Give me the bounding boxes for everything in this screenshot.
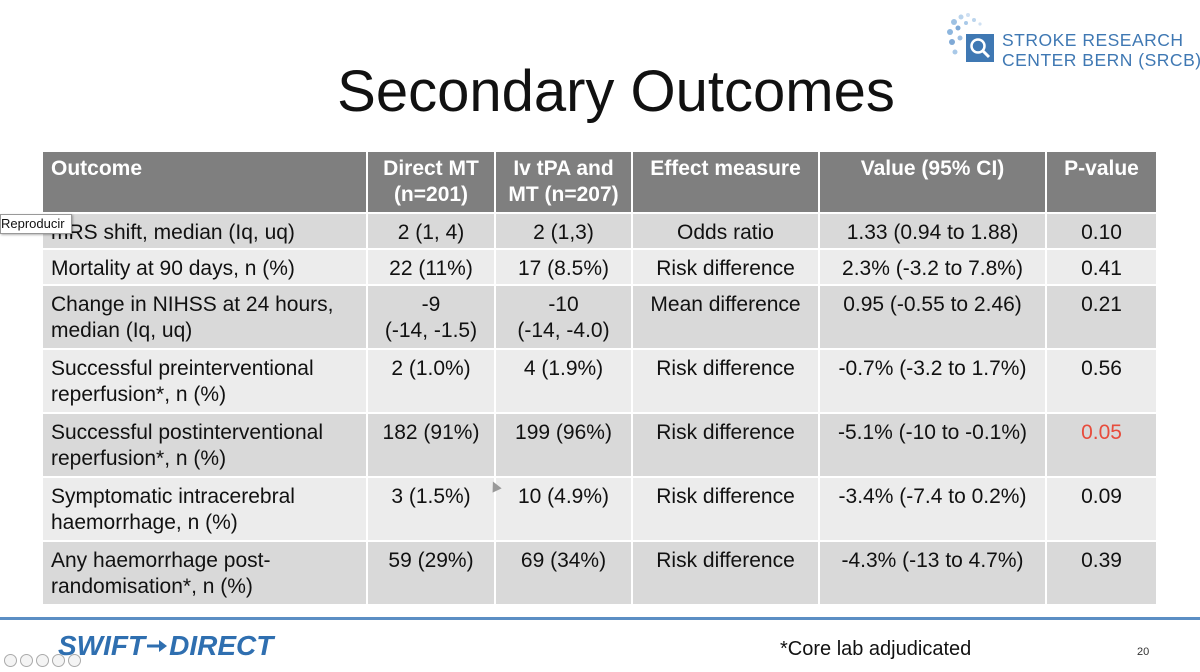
cell-effect-measure: Risk difference <box>631 412 820 478</box>
cell-outcome: mRS shift, median (Iq, uq) <box>41 212 368 250</box>
cell-p-value: 0.10 <box>1045 212 1158 250</box>
cell-outcome: Successful preinterventional reperfusion*… <box>41 348 368 414</box>
cell-direct-mt: 2 (1, 4) <box>366 212 496 250</box>
table-row: Any haemorrhage post-randomisation*, n (… <box>41 540 1158 606</box>
header-outcome: Outcome <box>41 150 368 214</box>
cell-outcome: Any haemorrhage post-randomisation*, n (… <box>41 540 368 606</box>
logo-word-direct: DIRECT <box>169 630 274 661</box>
header-effect-measure: Effect measure <box>631 150 820 214</box>
cell-iv-tpa-mt: 4 (1.9%) <box>494 348 633 414</box>
cell-iv-tpa-mt: -10 (-14, -4.0) <box>494 284 633 350</box>
cell-value-ci: 0.95 (-0.55 to 2.46) <box>818 284 1047 350</box>
prev-slide-button[interactable] <box>4 654 17 667</box>
cell-iv-tpa-mt: 2 (1,3) <box>494 212 633 250</box>
cell-iv-tpa-mt: 69 (34%) <box>494 540 633 606</box>
cell-direct-mt: 3 (1.5%) <box>366 476 496 542</box>
cell-effect-measure: Mean difference <box>631 284 820 350</box>
footer-divider <box>0 617 1200 620</box>
play-tooltip: Reproducir <box>0 214 72 234</box>
cell-p-value-significant: 0.05 <box>1045 412 1158 478</box>
table-row: Symptomatic intracerebral haemorrhage, n … <box>41 476 1158 542</box>
more-options-button[interactable] <box>68 654 81 667</box>
cell-value-ci: -0.7% (-3.2 to 1.7%) <box>818 348 1047 414</box>
table-row: Change in NIHSS at 24 hours, median (Iq, … <box>41 284 1158 350</box>
cell-value-ci: -4.3% (-13 to 4.7%) <box>818 540 1047 606</box>
cell-direct-mt: 22 (11%) <box>366 248 496 286</box>
table-header-row: Outcome Direct MT (n=201) Iv tPA and MT (n… <box>41 150 1158 214</box>
viewer-controls <box>4 654 81 667</box>
cell-outcome: Symptomatic intracerebral haemorrhage, n … <box>41 476 368 542</box>
table-row: mRS shift, median (Iq, uq) 2 (1, 4) 2 (1… <box>41 212 1158 250</box>
cell-p-value: 0.21 <box>1045 284 1158 350</box>
header-value-ci: Value (95% CI) <box>818 150 1047 214</box>
page-number: 20 <box>1137 646 1150 658</box>
cell-p-value: 0.09 <box>1045 476 1158 542</box>
cell-p-value: 0.41 <box>1045 248 1158 286</box>
cell-effect-measure: Risk difference <box>631 476 820 542</box>
logo-line-1: STROKE RESEARCH <box>1002 30 1184 50</box>
cell-iv-tpa-mt: 199 (96%) <box>494 412 633 478</box>
cell-effect-measure: Risk difference <box>631 540 820 606</box>
cell-effect-measure: Odds ratio <box>631 212 820 250</box>
arrow-right-icon <box>147 640 168 652</box>
cell-direct-mt: 182 (91%) <box>366 412 496 478</box>
secondary-outcomes-table: Outcome Direct MT (n=201) Iv tPA and MT (n… <box>41 150 1158 606</box>
table-row: Successful preinterventional reperfusion*… <box>41 348 1158 414</box>
cell-direct-mt: -9 (-14, -1.5) <box>366 284 496 350</box>
logo-text: STROKE RESEARCH CENTER BERN (SRCB) <box>1002 30 1200 70</box>
table-row: Successful postinterventional reperfusion… <box>41 412 1158 478</box>
srcb-logo: STROKE RESEARCH CENTER BERN (SRCB) <box>946 12 1200 72</box>
footnote: *Core lab adjudicated <box>780 638 972 660</box>
table-row: Mortality at 90 days, n (%) 22 (11%) 17 … <box>41 248 1158 286</box>
logo-line-2: CENTER BERN (SRCB) <box>1002 50 1200 70</box>
header-direct-mt: Direct MT (n=201) <box>366 150 496 214</box>
cell-iv-tpa-mt: 10 (4.9%) <box>494 476 633 542</box>
pen-tool-button[interactable] <box>36 654 49 667</box>
header-p-value: P-value <box>1045 150 1158 214</box>
cell-direct-mt: 2 (1.0%) <box>366 348 496 414</box>
next-slide-button[interactable] <box>20 654 33 667</box>
cell-effect-measure: Risk difference <box>631 348 820 414</box>
cell-outcome: Successful postinterventional reperfusion… <box>41 412 368 478</box>
cell-outcome: Mortality at 90 days, n (%) <box>41 248 368 286</box>
cell-value-ci: 2.3% (-3.2 to 7.8%) <box>818 248 1047 286</box>
cell-value-ci: -5.1% (-10 to -0.1%) <box>818 412 1047 478</box>
swift-direct-logo: SWIFT DIRECT <box>58 630 273 662</box>
cell-p-value: 0.39 <box>1045 540 1158 606</box>
zoom-button[interactable] <box>52 654 65 667</box>
cell-direct-mt: 59 (29%) <box>366 540 496 606</box>
magnifier-dots-icon <box>947 13 994 62</box>
cell-effect-measure: Risk difference <box>631 248 820 286</box>
header-iv-tpa-mt: Iv tPA and MT (n=207) <box>494 150 633 214</box>
slide-title: Secondary Outcomes <box>337 59 895 124</box>
cell-iv-tpa-mt: 17 (8.5%) <box>494 248 633 286</box>
cell-value-ci: -3.4% (-7.4 to 0.2%) <box>818 476 1047 542</box>
cell-p-value: 0.56 <box>1045 348 1158 414</box>
cell-outcome: Change in NIHSS at 24 hours, median (Iq, … <box>41 284 368 350</box>
cell-value-ci: 1.33 (0.94 to 1.88) <box>818 212 1047 250</box>
